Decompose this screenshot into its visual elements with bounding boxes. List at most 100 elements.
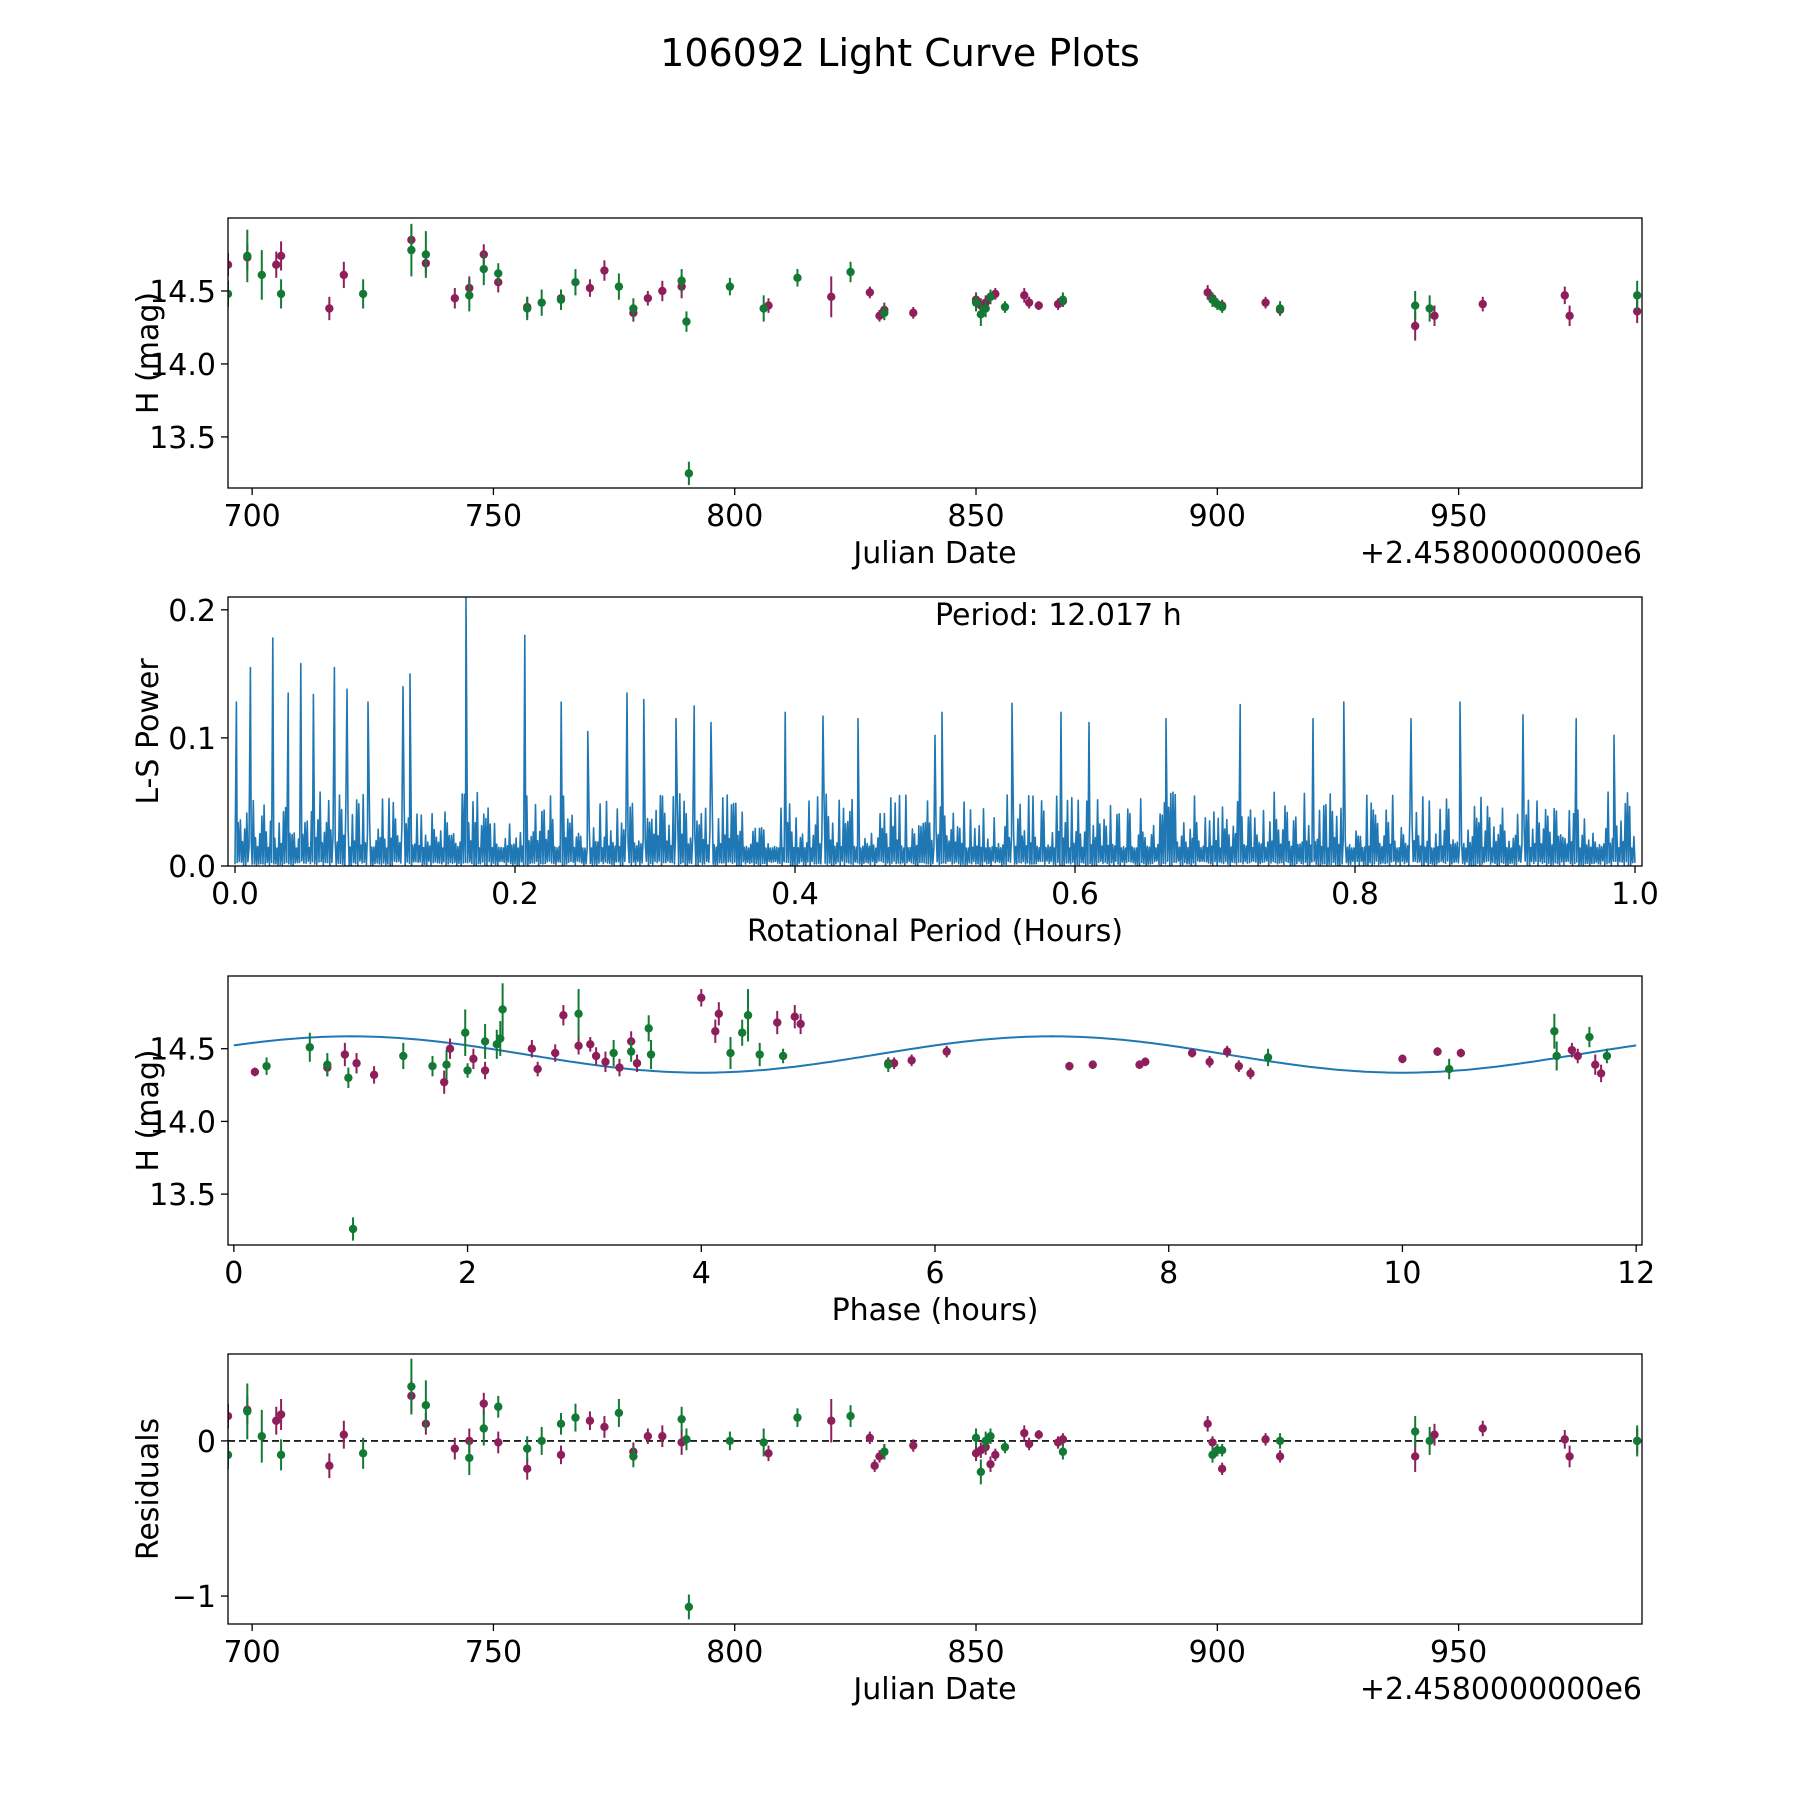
data-point [1425, 304, 1434, 313]
data-point [465, 1453, 474, 1463]
period-annotation: Period: 12.017 h [935, 598, 1182, 633]
x-tick-label: 0.8 [1331, 877, 1379, 912]
data-point [1246, 1069, 1255, 1078]
data-point [527, 1044, 537, 1053]
data-point [643, 1432, 653, 1441]
data-point [479, 1399, 488, 1408]
data-point [711, 1027, 720, 1036]
data-point [571, 278, 580, 287]
data-point [494, 1402, 503, 1411]
data-point [339, 1430, 349, 1439]
y-tick-label: 13.5 [149, 421, 216, 456]
data-point [556, 1450, 566, 1460]
x-offset-label: +2.4580000000e6 [1360, 536, 1642, 571]
data-point [1263, 1053, 1273, 1062]
data-point [1567, 1045, 1577, 1055]
data-point [586, 1040, 595, 1049]
data-point [614, 1408, 624, 1418]
data-point [1430, 311, 1439, 320]
resid-axes-frame [227, 1353, 1643, 1625]
filter-1-series [228, 225, 1642, 341]
data-point [677, 276, 686, 285]
data-point [976, 1467, 986, 1477]
y-tick-label: 14.5 [149, 275, 216, 310]
data-point [1565, 1452, 1574, 1461]
y-tick-label: 14.0 [149, 1105, 216, 1140]
data-point [574, 1041, 583, 1050]
data-point [629, 1452, 638, 1461]
data-point [677, 1414, 686, 1424]
data-point [865, 288, 875, 297]
data-point [1573, 1051, 1582, 1061]
x-tick-label: 0.6 [1051, 877, 1099, 912]
x-tick-label: 10 [1383, 1256, 1421, 1291]
data-point [981, 304, 990, 313]
data-point [1275, 1452, 1285, 1461]
ls-axes-frame [227, 596, 1643, 867]
filter-2-series [228, 223, 1642, 486]
data-point [1203, 1419, 1212, 1429]
data-point [585, 283, 595, 293]
data-point [1456, 1048, 1466, 1058]
data-point [439, 1077, 449, 1087]
data-point [1234, 1061, 1244, 1071]
data-point [348, 1224, 358, 1234]
filter-1-series [250, 989, 1606, 1094]
data-point [764, 1449, 773, 1458]
data-point [463, 1066, 472, 1075]
data-point [1088, 1060, 1097, 1069]
data-point [614, 282, 624, 291]
y-axis-label: H (mag) [131, 1049, 166, 1171]
data-point [658, 1432, 667, 1441]
data-point [344, 1073, 353, 1082]
x-axis-label: Julian Date [851, 536, 1016, 571]
data-point [976, 310, 986, 319]
data-point [1020, 291, 1029, 300]
data-point [480, 1066, 490, 1075]
data-point [658, 286, 667, 296]
x-axis-label: Julian Date [851, 1672, 1016, 1707]
data-point [480, 1037, 490, 1046]
data-point [600, 1422, 609, 1432]
data-point [276, 251, 286, 261]
data-point [1632, 1436, 1642, 1446]
data-point [1000, 302, 1010, 312]
y-axis-label: L-S Power [131, 658, 166, 805]
y-tick-label: 14.0 [149, 348, 216, 383]
data-point [629, 304, 638, 313]
x-offset-label: +2.4580000000e6 [1360, 1672, 1642, 1707]
data-point [479, 1424, 488, 1433]
data-point [942, 1047, 951, 1056]
data-point [1602, 1051, 1612, 1061]
data-point [305, 1043, 315, 1052]
y-axis-label: Residuals [131, 1418, 166, 1560]
data-point [1187, 1048, 1197, 1058]
data-point [1444, 1064, 1454, 1074]
data-point [442, 1060, 451, 1069]
x-tick-label: 2 [458, 1256, 477, 1291]
data-point [496, 1034, 505, 1043]
data-point [1034, 1430, 1043, 1439]
data-point [790, 1012, 799, 1021]
data-point [523, 304, 532, 313]
data-point [228, 1411, 233, 1421]
data-point [257, 1432, 266, 1441]
data-point [465, 291, 474, 300]
data-point [585, 1416, 595, 1425]
data-point [601, 1057, 610, 1066]
data-point [250, 1067, 260, 1077]
data-point [1024, 1439, 1034, 1449]
data-point [991, 1450, 1000, 1460]
phase-panel: 0 2 4 6 8 10 12 14.5 14.0 13.5 Phase (hours) H (mag… [131, 975, 1655, 1328]
x-tick-label: 1.0 [1611, 877, 1659, 912]
y-tick-label: 0.0 [168, 850, 216, 885]
data-point [537, 1436, 546, 1446]
x-tick-label: 900 [1189, 499, 1246, 534]
data-point [684, 469, 694, 478]
data-point [1261, 1435, 1270, 1444]
lc-axes-frame [227, 217, 1643, 489]
data-point [1550, 1027, 1559, 1036]
phase-axes-frame [227, 975, 1643, 1246]
data-point [276, 289, 286, 299]
